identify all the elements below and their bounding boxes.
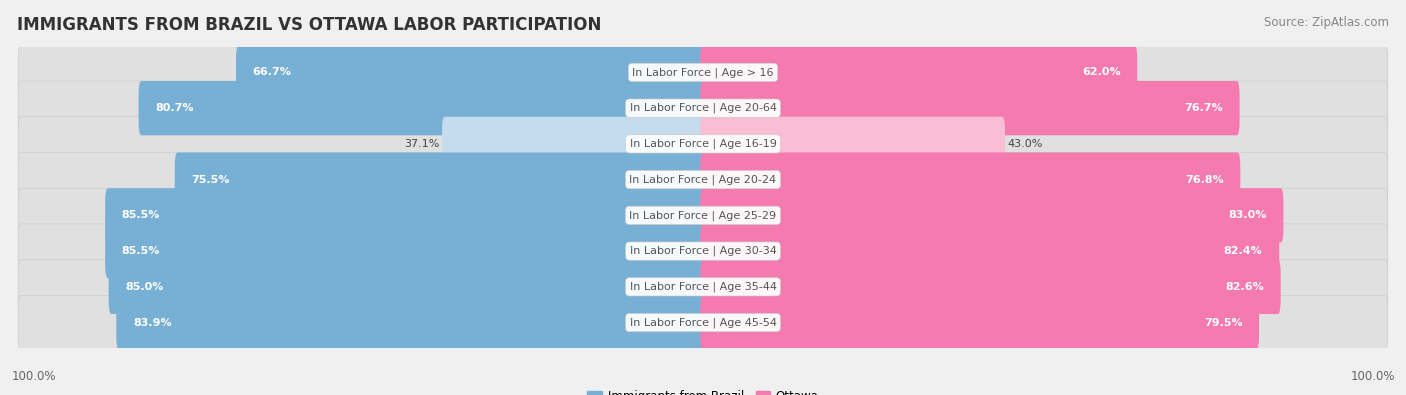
Text: In Labor Force | Age > 16: In Labor Force | Age > 16 bbox=[633, 67, 773, 78]
FancyBboxPatch shape bbox=[18, 117, 1388, 171]
Text: 75.5%: 75.5% bbox=[191, 175, 229, 184]
Text: 76.8%: 76.8% bbox=[1185, 175, 1223, 184]
FancyBboxPatch shape bbox=[700, 45, 1137, 100]
FancyBboxPatch shape bbox=[18, 295, 1388, 350]
FancyBboxPatch shape bbox=[139, 81, 706, 135]
Text: 82.4%: 82.4% bbox=[1223, 246, 1263, 256]
FancyBboxPatch shape bbox=[236, 45, 706, 100]
FancyBboxPatch shape bbox=[105, 188, 706, 243]
Text: 100.0%: 100.0% bbox=[1350, 370, 1395, 383]
Text: 85.5%: 85.5% bbox=[122, 246, 160, 256]
Text: 43.0%: 43.0% bbox=[1008, 139, 1043, 149]
Text: 85.0%: 85.0% bbox=[125, 282, 163, 292]
Text: 80.7%: 80.7% bbox=[155, 103, 194, 113]
Text: In Labor Force | Age 30-34: In Labor Force | Age 30-34 bbox=[630, 246, 776, 256]
FancyBboxPatch shape bbox=[18, 81, 1388, 135]
FancyBboxPatch shape bbox=[700, 81, 1240, 135]
FancyBboxPatch shape bbox=[108, 260, 706, 314]
Text: In Labor Force | Age 16-19: In Labor Force | Age 16-19 bbox=[630, 139, 776, 149]
Text: 85.5%: 85.5% bbox=[122, 211, 160, 220]
Text: 79.5%: 79.5% bbox=[1204, 318, 1243, 327]
FancyBboxPatch shape bbox=[117, 295, 706, 350]
FancyBboxPatch shape bbox=[18, 188, 1388, 243]
FancyBboxPatch shape bbox=[700, 224, 1279, 278]
FancyBboxPatch shape bbox=[105, 224, 706, 278]
Text: In Labor Force | Age 35-44: In Labor Force | Age 35-44 bbox=[630, 282, 776, 292]
FancyBboxPatch shape bbox=[18, 260, 1388, 314]
FancyBboxPatch shape bbox=[700, 260, 1281, 314]
Text: In Labor Force | Age 45-54: In Labor Force | Age 45-54 bbox=[630, 317, 776, 328]
Text: 62.0%: 62.0% bbox=[1083, 68, 1121, 77]
FancyBboxPatch shape bbox=[174, 152, 706, 207]
Text: 76.7%: 76.7% bbox=[1184, 103, 1223, 113]
Text: 37.1%: 37.1% bbox=[404, 139, 439, 149]
Text: 82.6%: 82.6% bbox=[1225, 282, 1264, 292]
Text: In Labor Force | Age 25-29: In Labor Force | Age 25-29 bbox=[630, 210, 776, 221]
Text: 83.9%: 83.9% bbox=[134, 318, 172, 327]
Text: 100.0%: 100.0% bbox=[11, 370, 56, 383]
FancyBboxPatch shape bbox=[18, 224, 1388, 278]
Text: 66.7%: 66.7% bbox=[253, 68, 291, 77]
FancyBboxPatch shape bbox=[700, 295, 1260, 350]
Text: 83.0%: 83.0% bbox=[1229, 211, 1267, 220]
FancyBboxPatch shape bbox=[441, 117, 706, 171]
FancyBboxPatch shape bbox=[700, 117, 1005, 171]
Text: In Labor Force | Age 20-24: In Labor Force | Age 20-24 bbox=[630, 174, 776, 185]
Text: In Labor Force | Age 20-64: In Labor Force | Age 20-64 bbox=[630, 103, 776, 113]
FancyBboxPatch shape bbox=[18, 45, 1388, 100]
FancyBboxPatch shape bbox=[18, 152, 1388, 207]
FancyBboxPatch shape bbox=[700, 188, 1284, 243]
FancyBboxPatch shape bbox=[700, 152, 1240, 207]
Legend: Immigrants from Brazil, Ottawa: Immigrants from Brazil, Ottawa bbox=[582, 385, 824, 395]
Text: IMMIGRANTS FROM BRAZIL VS OTTAWA LABOR PARTICIPATION: IMMIGRANTS FROM BRAZIL VS OTTAWA LABOR P… bbox=[17, 16, 602, 34]
Text: Source: ZipAtlas.com: Source: ZipAtlas.com bbox=[1264, 16, 1389, 29]
